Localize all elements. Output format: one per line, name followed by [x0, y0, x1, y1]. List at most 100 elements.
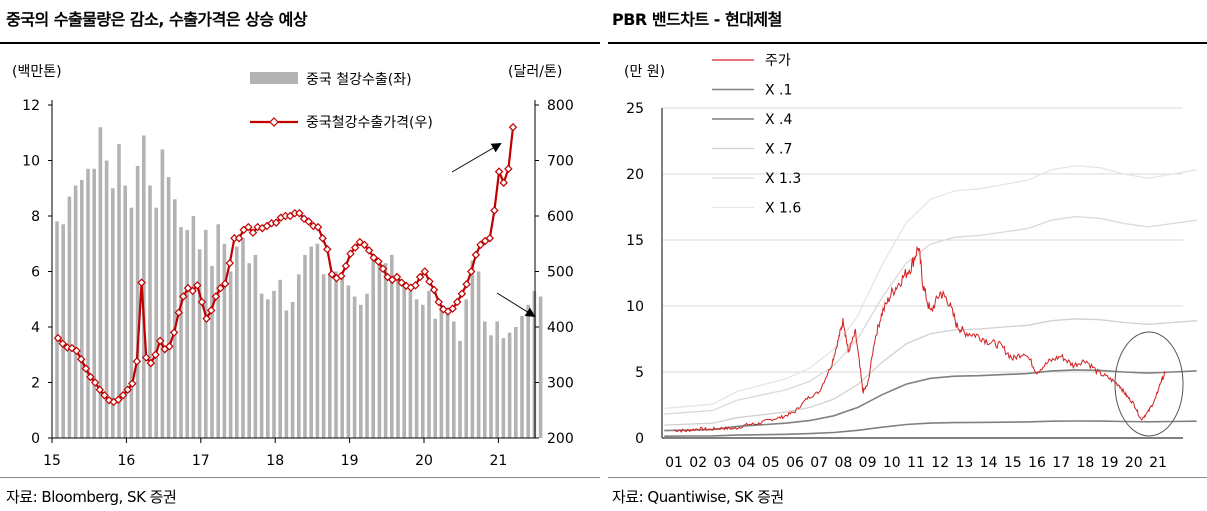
- volume-bar: [476, 271, 481, 438]
- volume-bar: [142, 135, 146, 438]
- volume-bar: [489, 335, 493, 438]
- x-tick-label: 15: [43, 453, 61, 469]
- x-tick-label: 09: [859, 455, 877, 471]
- x-tick-label: 13: [955, 455, 973, 471]
- volume-bar: [197, 249, 202, 438]
- y-tick-label: 15: [626, 233, 644, 249]
- volume-bar: [520, 315, 524, 438]
- x-tick-label: 02: [689, 455, 707, 471]
- volume-bar: [111, 188, 115, 439]
- volume-bar: [253, 254, 258, 438]
- volume-bar: [166, 177, 171, 438]
- price-marker: [100, 391, 109, 400]
- right-bottom-rule: [608, 477, 1207, 478]
- price-marker: [429, 285, 439, 295]
- x-tick-label: 18: [266, 453, 284, 469]
- left-axis-unit: (백만톤): [12, 64, 62, 80]
- legend-line-marker: [269, 117, 279, 127]
- right-title-rule: [608, 42, 1207, 44]
- x-tick-label: 12: [931, 455, 949, 471]
- volume-bar: [241, 238, 245, 438]
- legend-label: X .1: [765, 83, 792, 99]
- price-marker: [355, 237, 365, 247]
- price-marker: [141, 353, 151, 362]
- volume-bar: [390, 254, 394, 438]
- price-marker: [244, 222, 253, 232]
- volume-bar: [297, 274, 301, 438]
- left-tick-label: 8: [31, 209, 40, 225]
- bar-series-export-volume: [55, 127, 543, 439]
- pbr-band-line: [664, 164, 1197, 410]
- volume-bar: [334, 271, 338, 438]
- price-marker: [271, 218, 281, 227]
- volume-bar: [173, 199, 177, 438]
- x-tick-label: 19: [1101, 455, 1119, 471]
- volume-bar: [92, 168, 96, 439]
- volume-bar: [290, 302, 295, 438]
- price-marker: [327, 270, 337, 279]
- legend-label: X .4: [765, 112, 792, 128]
- pbr-band-line: [664, 420, 1197, 437]
- price-marker: [179, 292, 188, 301]
- volume-bar: [135, 166, 140, 438]
- x-tick-label: 17: [1052, 455, 1070, 471]
- volume-bar: [210, 265, 214, 438]
- volume-bar: [365, 293, 369, 438]
- price-marker: [341, 261, 351, 271]
- volume-bar: [470, 260, 475, 438]
- volume-bar: [495, 321, 499, 438]
- price-marker: [336, 271, 346, 281]
- y-tick-label: 0: [635, 431, 644, 447]
- price-marker: [206, 306, 216, 315]
- volume-bar: [204, 229, 208, 438]
- price-marker: [462, 280, 471, 289]
- price-marker: [193, 281, 202, 290]
- volume-bar: [439, 304, 444, 438]
- volume-bar: [321, 274, 326, 438]
- price-marker: [225, 258, 235, 268]
- volume-bar: [148, 185, 152, 438]
- right-chart-title: PBR 밴드차트 - 현대제철: [612, 10, 782, 29]
- x-tick-label: 14: [980, 455, 998, 471]
- volume-bar: [191, 216, 196, 438]
- volume-bar: [526, 304, 530, 438]
- right-tick-label: 600: [547, 209, 574, 225]
- y-tick-label: 5: [635, 365, 644, 381]
- volume-bar: [421, 304, 425, 438]
- price-marker: [323, 245, 332, 254]
- volume-bar: [383, 263, 388, 438]
- price-marker: [211, 292, 221, 301]
- volume-bar: [104, 160, 109, 438]
- price-marker: [216, 283, 225, 293]
- pbr-band-line: [664, 369, 1197, 432]
- legend-bar-label: 중국 철강수출(좌): [306, 72, 412, 88]
- price-marker: [169, 328, 179, 337]
- price-marker: [471, 250, 481, 260]
- left-title-rule: [0, 42, 600, 44]
- price-marker: [114, 395, 123, 404]
- volume-bar: [538, 296, 543, 438]
- price-marker: [151, 350, 160, 359]
- price-marker: [220, 279, 230, 288]
- x-tick-label: 16: [1028, 455, 1046, 471]
- price-marker: [76, 354, 86, 364]
- volume-bar: [80, 179, 84, 438]
- price-marker: [466, 267, 476, 276]
- volume-bar: [501, 338, 506, 438]
- price-marker: [476, 240, 485, 250]
- x-tick-label: 05: [762, 455, 780, 471]
- x-tick-label: 15: [1004, 455, 1022, 471]
- price-marker: [81, 364, 91, 373]
- price-marker: [72, 346, 81, 356]
- volume-bar: [278, 279, 282, 438]
- price-marker: [86, 372, 95, 382]
- volume-bar: [228, 271, 233, 438]
- price-marker: [118, 391, 128, 400]
- volume-bar: [427, 290, 431, 438]
- y-axis-unit: (만 원): [624, 64, 665, 80]
- volume-bar: [340, 277, 344, 438]
- price-marker: [494, 167, 504, 176]
- y-tick-label: 10: [626, 299, 644, 315]
- x-tick-label: 21: [1149, 455, 1167, 471]
- price-marker: [499, 178, 508, 187]
